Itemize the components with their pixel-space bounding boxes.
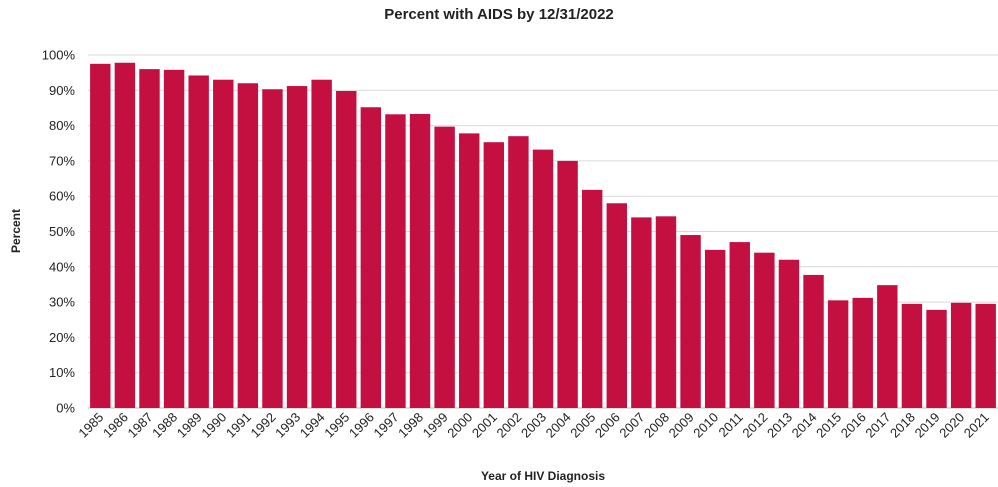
- x-tick-label: 2019: [912, 410, 943, 441]
- bar-2016: [852, 297, 873, 408]
- bar-2011: [729, 242, 750, 408]
- bar-2007: [631, 217, 652, 408]
- bar-2000: [459, 133, 480, 408]
- x-tick-label: 2011: [715, 410, 745, 440]
- x-tick-label: 2001: [469, 410, 500, 441]
- bar-1987: [139, 69, 160, 409]
- x-axis-title: Year of HIV Diagnosis: [481, 469, 605, 483]
- bar-1994: [311, 79, 332, 409]
- y-tick-label: 50%: [49, 224, 75, 239]
- bar-2008: [655, 216, 677, 408]
- bars: [90, 62, 996, 409]
- bar-2018: [901, 303, 923, 408]
- x-tick-label: 2015: [813, 410, 844, 441]
- x-tick-label: 2002: [493, 410, 524, 441]
- x-tick-label: 2010: [690, 410, 721, 441]
- bar-2021: [975, 303, 996, 408]
- x-tick-label: 1994: [297, 410, 328, 441]
- x-tick-label: 1997: [370, 410, 401, 441]
- x-tick-label: 2012: [739, 410, 770, 441]
- x-tick-label: 2008: [641, 410, 672, 441]
- x-tick-label: 2005: [567, 410, 598, 441]
- bar-2002: [508, 136, 529, 408]
- y-tick-label: 30%: [49, 295, 75, 310]
- y-tick-label: 100%: [42, 48, 76, 63]
- bar-2010: [704, 249, 726, 408]
- bar-2015: [827, 300, 849, 408]
- x-tick-label: 1985: [75, 410, 106, 441]
- x-tick-label: 2007: [616, 410, 647, 441]
- x-tick-label: 2021: [961, 410, 992, 441]
- bar-1991: [237, 83, 259, 409]
- bar-1989: [188, 75, 209, 408]
- y-tick-label: 80%: [49, 118, 75, 133]
- bar-2013: [778, 259, 800, 408]
- y-axis-title: Percent: [9, 209, 23, 253]
- x-tick-label: 1999: [420, 410, 451, 441]
- y-tick-label: 40%: [49, 259, 75, 274]
- x-tick-label: 2000: [444, 410, 475, 441]
- x-tick-labels: 1985198619871988198919901991199219931994…: [75, 410, 991, 441]
- bar-2004: [557, 160, 578, 408]
- bar-2003: [532, 149, 554, 408]
- chart-title: Percent with AIDS by 12/31/2022: [384, 6, 614, 23]
- y-tick-label: 10%: [49, 365, 75, 380]
- bar-1992: [262, 89, 283, 408]
- bar-1993: [286, 86, 308, 409]
- bar-2005: [581, 189, 603, 408]
- x-tick-label: 1988: [149, 410, 180, 441]
- bar-2012: [754, 252, 775, 408]
- bar-1988: [163, 69, 185, 409]
- bar-2009: [680, 235, 701, 408]
- bar-1997: [385, 114, 406, 408]
- y-tick-labels: 0% 10% 20% 30% 40% 50% 60% 70% 80% 90% 100%: [42, 48, 76, 416]
- x-tick-label: 1998: [395, 410, 426, 441]
- x-tick-label: 2003: [518, 410, 549, 441]
- bar-1995: [336, 91, 357, 409]
- x-tick-label: 2017: [862, 410, 893, 441]
- bar-2019: [926, 309, 947, 408]
- x-tick-label: 2014: [789, 410, 820, 441]
- bar-1985: [90, 63, 111, 408]
- y-tick-label: 90%: [49, 83, 75, 98]
- x-tick-label: 1987: [125, 410, 156, 441]
- x-tick-label: 1989: [174, 410, 205, 441]
- y-tick-label: 20%: [49, 330, 75, 345]
- x-tick-label: 2020: [936, 410, 967, 441]
- bar-1999: [434, 126, 455, 408]
- y-tick-label: 0%: [56, 401, 75, 416]
- x-tick-label: 1992: [248, 410, 279, 441]
- x-tick-label: 2018: [887, 410, 918, 441]
- x-tick-label: 1991: [223, 410, 254, 441]
- bar-1998: [409, 113, 431, 409]
- bar-2006: [606, 203, 627, 408]
- bar-1996: [360, 107, 382, 408]
- bar-2020: [950, 302, 972, 408]
- x-tick-label: 1986: [100, 410, 131, 441]
- x-tick-label: 2009: [666, 410, 697, 441]
- bar-2014: [803, 274, 824, 408]
- x-tick-label: 1993: [272, 410, 303, 441]
- bar-1986: [114, 62, 136, 409]
- x-tick-label: 1990: [198, 410, 229, 441]
- x-tick-label: 1995: [321, 410, 352, 441]
- y-tick-label: 60%: [49, 189, 75, 204]
- bar-2001: [483, 142, 505, 409]
- x-tick-label: 1996: [346, 410, 377, 441]
- bar-2017: [877, 285, 898, 408]
- bar-1990: [213, 79, 234, 409]
- x-tick-label: 2013: [764, 410, 795, 441]
- x-tick-label: 2006: [592, 410, 623, 441]
- y-tick-label: 70%: [49, 153, 75, 168]
- x-tick-label: 2016: [838, 410, 869, 441]
- x-tick-label: 2004: [543, 410, 574, 441]
